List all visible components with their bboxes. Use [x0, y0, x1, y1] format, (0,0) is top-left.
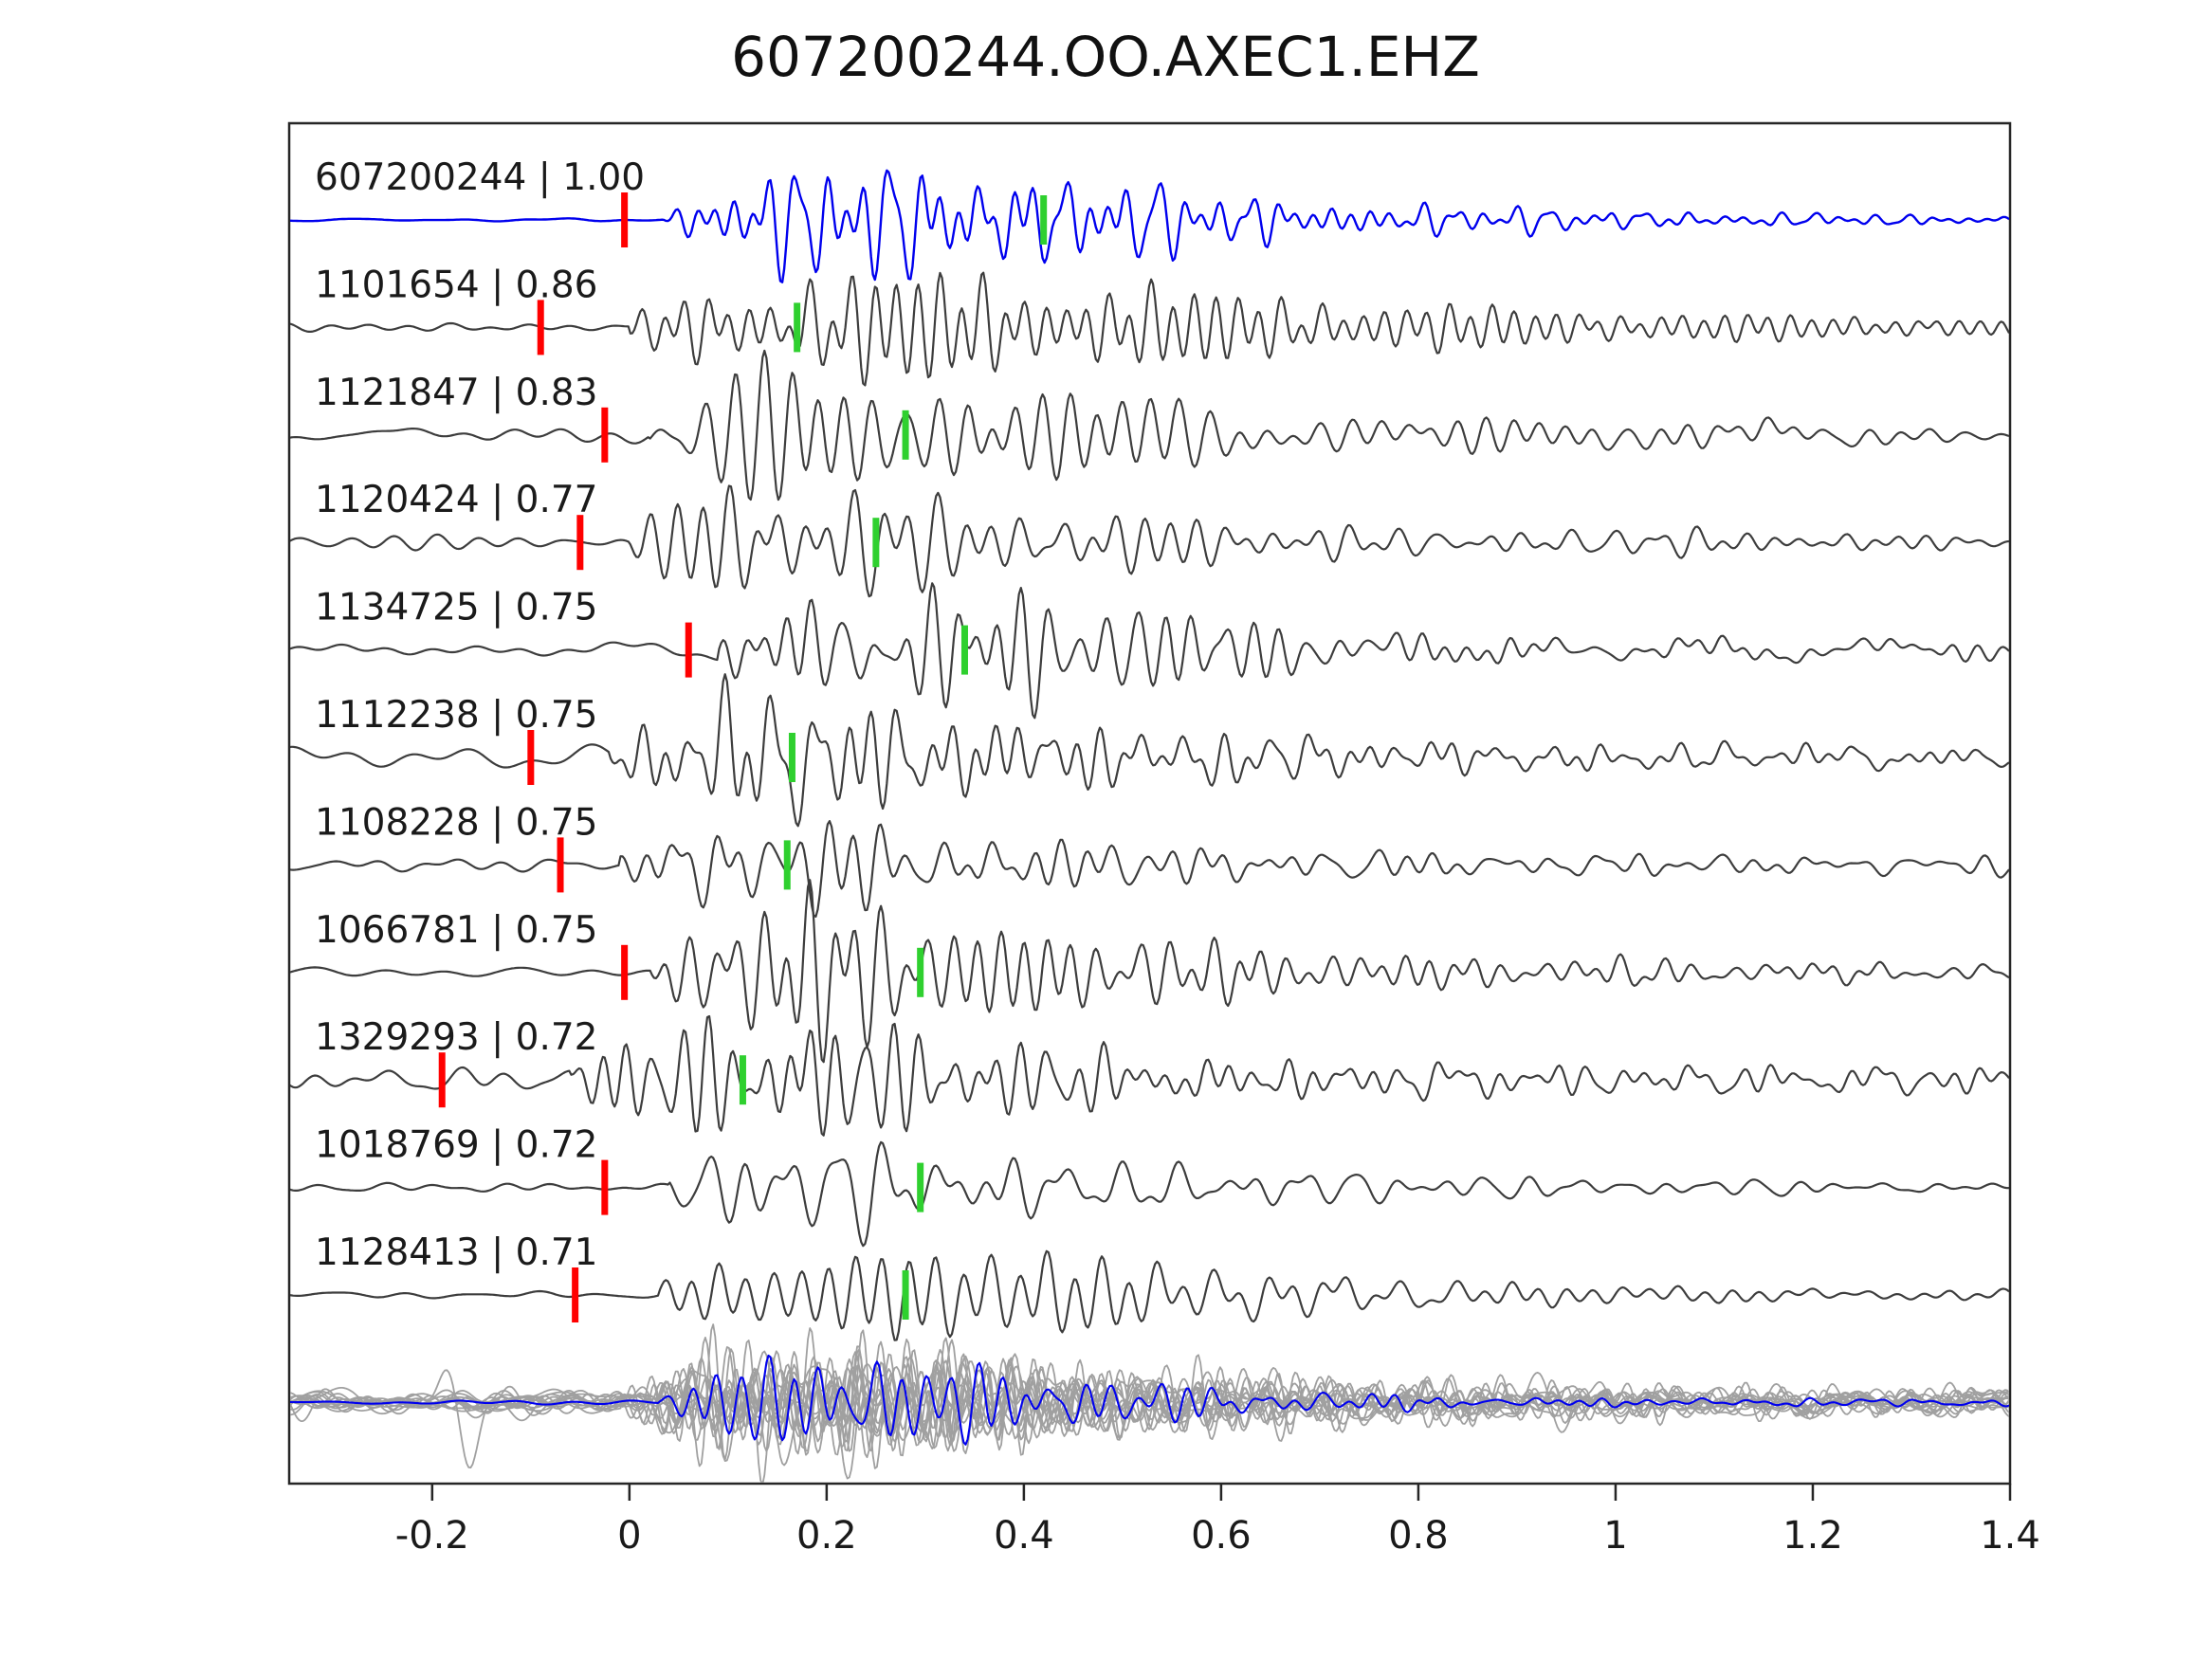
x-tick-label: 0.8 — [1388, 1514, 1449, 1558]
pick-red — [572, 1267, 579, 1322]
trace-line — [290, 673, 2009, 828]
trace-label: 1018769 | 0.72 — [315, 1124, 597, 1167]
template-trace-line — [290, 169, 2009, 283]
x-tick-label: 1.4 — [1980, 1514, 2040, 1558]
pick-green — [902, 1270, 909, 1320]
stack-trace-line — [290, 1323, 2009, 1468]
pick-green — [872, 518, 880, 568]
plot-content: -0.2 0 0.2 0.4 0.6 0.8 1 1.2 1.4 607200244 | 1.00… — [290, 156, 2040, 1558]
trace-line — [290, 582, 2009, 720]
pick-red — [557, 837, 564, 893]
trace-line — [290, 484, 2009, 598]
trace-label: 1128413 | 0.71 — [315, 1231, 597, 1274]
pick-green — [739, 1055, 746, 1105]
pick-green — [783, 840, 791, 890]
figure-title: 607200244.OO.AXEC1.EHZ — [731, 25, 1480, 89]
trace-label: 1134725 | 0.75 — [315, 587, 597, 629]
pick-green — [1040, 195, 1048, 245]
pick-green — [788, 733, 795, 782]
trace-line — [290, 819, 2009, 919]
trace-line — [290, 1014, 2009, 1137]
trace-label: 1112238 | 0.75 — [315, 694, 597, 737]
pick-green — [960, 625, 968, 675]
trace-line — [290, 1140, 2009, 1248]
x-tick-label: -0.2 — [395, 1514, 469, 1558]
pick-red — [537, 300, 544, 356]
trace-label: 1121847 | 0.83 — [315, 372, 597, 414]
trace-label: 1329293 | 0.72 — [315, 1016, 597, 1059]
x-tick-label: 0.2 — [796, 1514, 857, 1558]
x-tick-label: 1 — [1603, 1514, 1627, 1558]
pick-green — [794, 302, 801, 353]
trace-line — [290, 879, 2009, 1064]
stack-trace-line — [290, 1339, 2009, 1483]
pick-green — [902, 410, 909, 460]
stack-template-line — [290, 1354, 2009, 1446]
x-tick-label: 0.6 — [1191, 1514, 1252, 1558]
trace-label: 607200244 | 1.00 — [315, 156, 645, 199]
trace-line — [290, 349, 2009, 501]
pick-green — [917, 1162, 924, 1212]
pick-green — [917, 947, 924, 997]
pick-red — [601, 1159, 609, 1215]
stack-trace-line — [290, 1345, 2009, 1452]
trace-label: 1120424 | 0.77 — [315, 479, 597, 521]
pick-red — [576, 515, 584, 571]
pick-red — [527, 730, 535, 785]
trace-label: 1101654 | 0.86 — [315, 264, 597, 306]
stack-trace-line — [290, 1350, 2009, 1480]
pick-red — [621, 192, 629, 247]
pick-red — [685, 622, 692, 678]
plot-border — [287, 121, 2012, 1486]
pick-red — [621, 944, 629, 1000]
trace-line — [290, 271, 2009, 387]
x-tick-label: 1.2 — [1782, 1514, 1843, 1558]
trace-label: 1066781 | 0.75 — [315, 909, 597, 952]
x-tick-label: 0.4 — [994, 1514, 1054, 1558]
x-tick-label: 0 — [617, 1514, 641, 1558]
pick-red — [438, 1052, 446, 1108]
pick-red — [601, 407, 609, 463]
trace-label: 1108228 | 0.75 — [315, 801, 597, 844]
